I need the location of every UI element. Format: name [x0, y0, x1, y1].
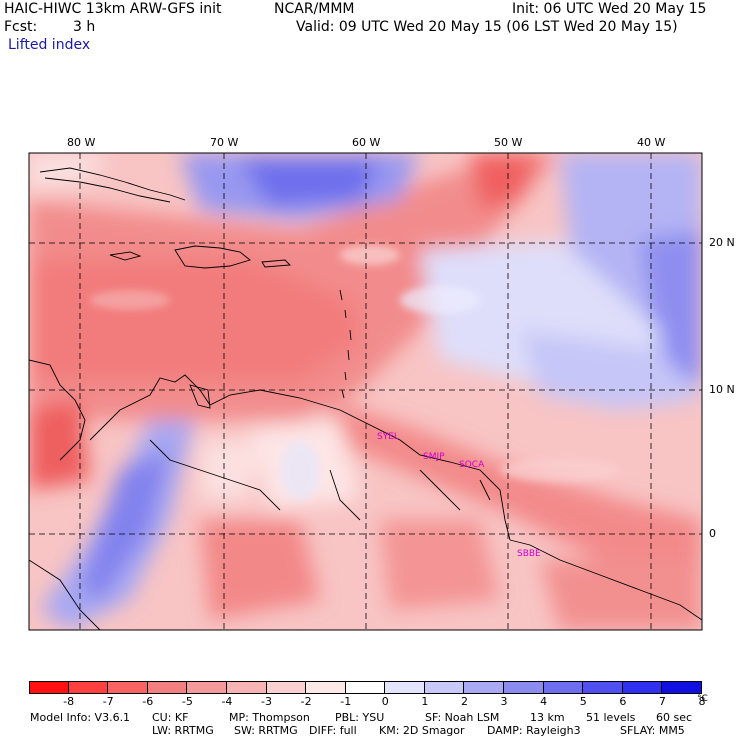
colorbar-tick-label: -5	[181, 695, 193, 708]
colorbar-swatch	[108, 681, 148, 694]
station-soca: SOCA	[459, 460, 485, 470]
cumulus-scheme: CU: KF	[152, 711, 189, 724]
km-option: KM: 2D Smagor	[379, 724, 465, 737]
station-sbbe: SBBE	[517, 549, 541, 559]
init-time: Init: 06 UTC Wed 20 May 15	[512, 1, 707, 17]
map-frame	[28, 152, 703, 631]
colorbar-swatch	[226, 681, 267, 694]
colorbar-tick-label: -2	[300, 695, 312, 708]
colorbar-swatch	[543, 681, 584, 694]
colorbar-tick-label: -8	[63, 695, 75, 708]
field-shading	[29, 153, 702, 630]
damping-option: DAMP: Rayleigh3	[487, 724, 581, 737]
time-step: 60 sec	[656, 711, 693, 724]
graticule	[29, 153, 702, 630]
colorbar-tick-label: -3	[261, 695, 272, 708]
colorbar-swatch	[29, 681, 69, 694]
colorbar-tick-label: 1	[421, 695, 429, 708]
lon-label-60w: 60 W	[352, 136, 381, 149]
longwave-scheme: LW: RRTMG	[152, 724, 214, 737]
colorbar-tick-label: 4	[540, 695, 548, 708]
colorbar-swatch	[385, 681, 425, 694]
pbl-scheme: PBL: YSU	[335, 711, 385, 724]
coastlines	[29, 167, 702, 630]
colorbar-swatch	[424, 681, 465, 694]
model-title: HAIC-HIWC 13km ARW-GFS init	[4, 1, 222, 17]
model-version: Model Info: V3.6.1	[30, 711, 131, 724]
microphysics-scheme: MP: Thompson	[229, 711, 310, 724]
station-smjp: SMJP	[423, 452, 445, 462]
lat-label-20n: 20 N	[709, 236, 735, 249]
colorbar-swatch	[583, 681, 623, 694]
colorbar-tick-label: 5	[579, 695, 587, 708]
lon-label-50w: 50 W	[494, 136, 523, 149]
diffusion-option: DIFF: full	[309, 724, 357, 737]
valid-time: Valid: 09 UTC Wed 20 May 15 (06 LST Wed …	[296, 19, 678, 35]
colorbar-tick-label: 8	[698, 695, 706, 708]
lon-label-80w: 80 W	[67, 136, 96, 149]
shortwave-scheme: SW: RRTMG	[234, 724, 298, 737]
forecast-hour: 3 h	[73, 19, 96, 35]
vertical-levels: 51 levels	[586, 711, 636, 724]
lat-label-0: 0	[709, 527, 716, 540]
colorbar-swatch	[306, 681, 346, 694]
lon-label-70w: 70 W	[210, 136, 239, 149]
colorbar-swatch	[68, 681, 109, 694]
colorbar-tick-label: -6	[142, 695, 154, 708]
colorbar-tick-label: 2	[460, 695, 468, 708]
colorbar-tick-label: -4	[221, 695, 233, 708]
surface-layer-option: SFLAY: MM5	[620, 724, 685, 737]
institution-label: NCAR/MMM	[274, 1, 355, 17]
colorbar-unit: °C	[697, 694, 708, 704]
colorbar-tick-label: -7	[102, 695, 114, 708]
colorbar-swatch	[147, 681, 188, 694]
colorbar-swatch	[187, 681, 227, 694]
station-syel: SYEL	[377, 432, 399, 442]
grid-spacing: 13 km	[530, 711, 565, 724]
colorbar-swatch	[266, 681, 307, 694]
colorbar-swatch	[662, 681, 702, 694]
colorbar-tick-label: 6	[619, 695, 627, 708]
lon-label-40w: 40 W	[637, 136, 666, 149]
field-name: Lifted index	[8, 37, 91, 53]
colorbar-swatch	[345, 681, 386, 694]
colorbar-tick-label: 3	[500, 695, 508, 708]
colorbar-swatch	[504, 681, 544, 694]
colorbar-swatch	[622, 681, 663, 694]
colorbar-tick-label: -1	[340, 695, 352, 708]
forecast-label: Fcst:	[4, 19, 38, 35]
lat-label-10n: 10 N	[709, 383, 735, 396]
surface-scheme: SF: Noah LSM	[425, 711, 500, 724]
colorbar-swatch	[464, 681, 505, 694]
colorbar-tick-label: 7	[658, 695, 666, 708]
colorbar-tick-label: 0	[381, 695, 389, 708]
